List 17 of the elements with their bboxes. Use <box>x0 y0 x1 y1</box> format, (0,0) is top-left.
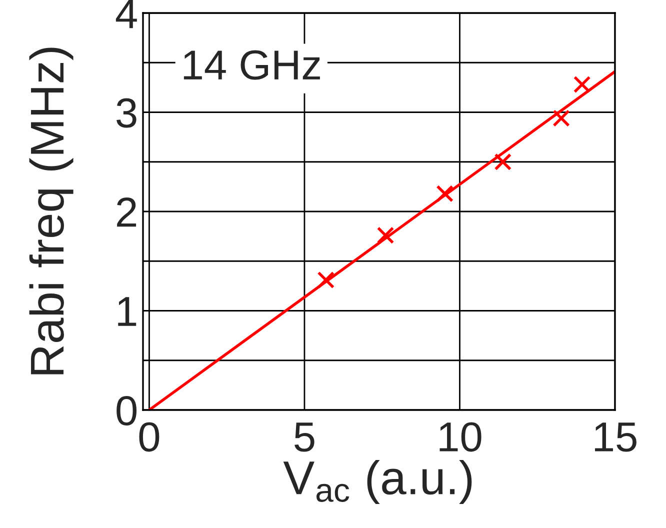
x-tick-label: 0 <box>139 422 160 452</box>
point <box>552 110 570 127</box>
x-axis-title: V$_{ac}$ (a.u.) <box>283 460 472 504</box>
point <box>317 271 335 289</box>
point <box>436 184 454 202</box>
x-tick-label: 10 <box>440 422 482 452</box>
y-tick-label: 1 <box>118 297 136 326</box>
y-axis-title: Rabi freq (MHz) <box>29 48 74 374</box>
y-tick-label: 0 <box>116 396 137 426</box>
point <box>573 76 591 94</box>
x-tick-label: 15 <box>595 422 636 452</box>
y-tick-label: 3 <box>116 98 136 128</box>
x-tick-label: 5 <box>294 422 314 452</box>
point <box>376 226 394 244</box>
annotation: 14 GHz <box>184 50 320 80</box>
y-tick-label: 2 <box>117 198 136 227</box>
point <box>494 153 512 171</box>
